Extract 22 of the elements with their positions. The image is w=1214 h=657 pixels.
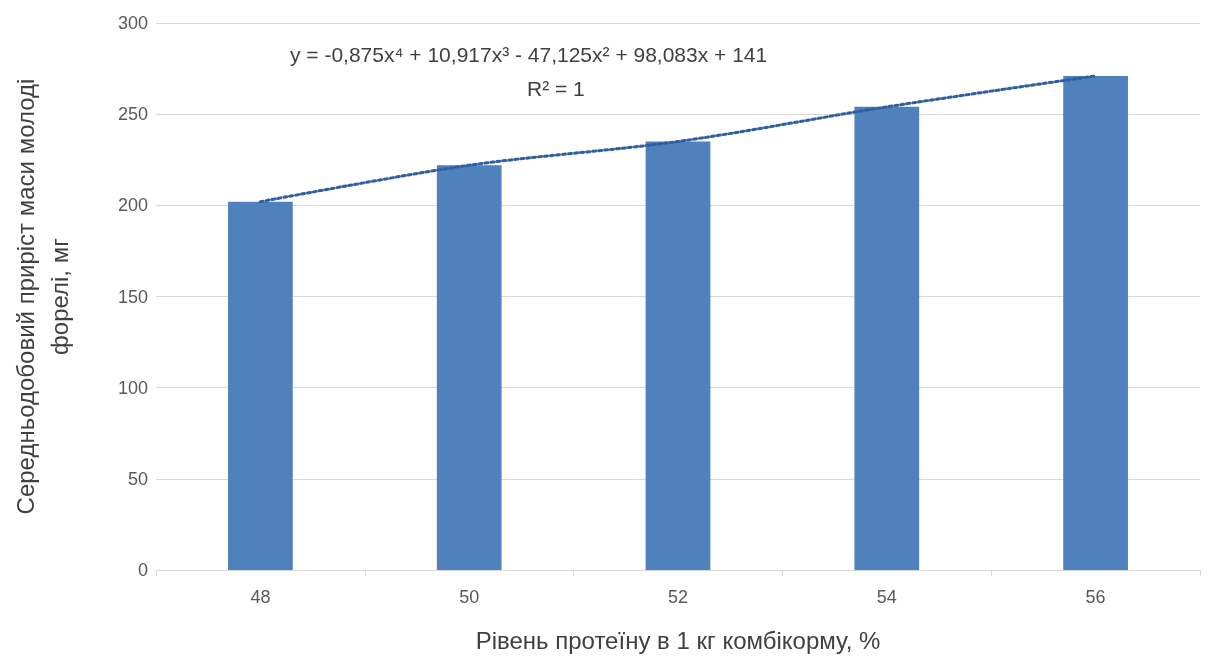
- bar: [436, 165, 502, 570]
- annotation: R² = 1: [527, 77, 585, 100]
- x-tick-label: 52: [667, 587, 689, 607]
- bar: [854, 106, 920, 570]
- bar: [1063, 75, 1128, 570]
- x-axis-title: Рівень протеїну в 1 кг комбікорму, %: [475, 626, 881, 654]
- y-tick-label: 150: [117, 286, 148, 307]
- x-tick-label: 48: [250, 587, 271, 607]
- y-tick-label: 0: [137, 560, 148, 580]
- y-tick-label: 200: [117, 195, 148, 216]
- x-tick-label: 54: [876, 587, 897, 607]
- y-tick-label: 50: [127, 468, 148, 489]
- x-tick-label: 56: [1085, 587, 1106, 607]
- bar: [645, 141, 711, 570]
- y-tick-label: 250: [117, 104, 148, 125]
- y-tick-label: 100: [117, 377, 148, 398]
- bar: [228, 201, 293, 570]
- y-tick-label: 300: [117, 13, 148, 33]
- y-axis-title: Середньодобовий приріст маси молоді форелі, мг: [11, 78, 73, 515]
- x-tick-label: 50: [459, 587, 480, 607]
- line-series: [258, 74, 1098, 204]
- annotation: y = -0,875x⁴ + 10,917x³ - 47,125x² + 98,083x + 141: [290, 43, 768, 66]
